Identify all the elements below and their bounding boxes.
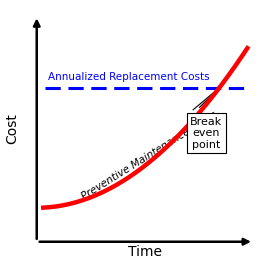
Text: Annualized Replacement Costs: Annualized Replacement Costs <box>47 72 209 82</box>
Text: Time: Time <box>128 245 162 259</box>
Text: Cost: Cost <box>5 113 19 144</box>
Text: Break
even
point: Break even point <box>190 116 222 150</box>
Text: Preventive Maintenance Costs: Preventive Maintenance Costs <box>80 110 219 202</box>
